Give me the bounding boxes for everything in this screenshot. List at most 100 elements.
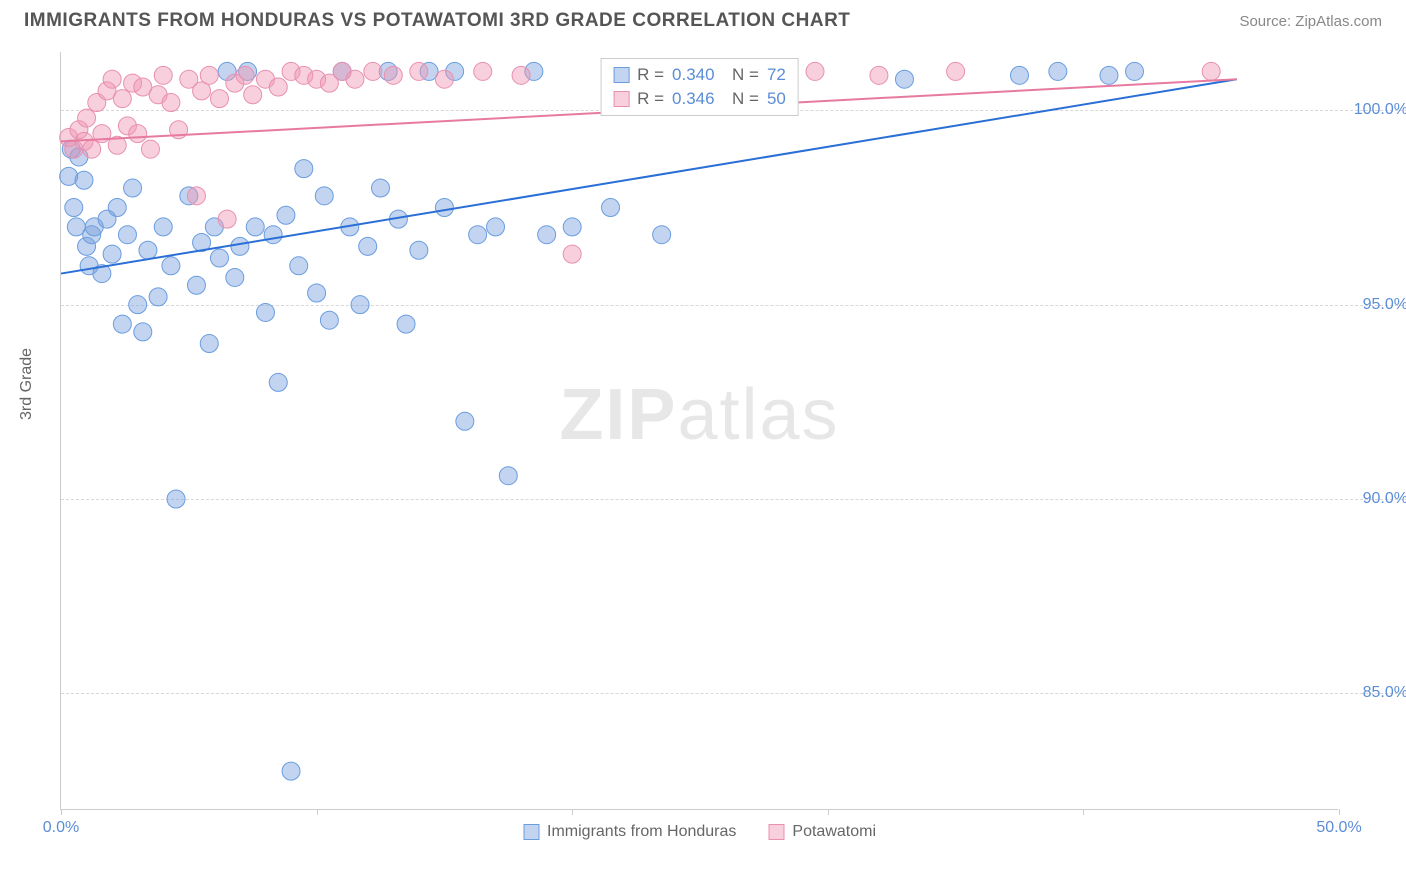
bottom-legend: Immigrants from Honduras Potawatomi bbox=[523, 823, 876, 841]
scatter-point bbox=[218, 210, 236, 228]
scatter-point bbox=[499, 467, 517, 485]
scatter-point bbox=[75, 171, 93, 189]
scatter-point bbox=[947, 62, 965, 80]
scatter-point bbox=[134, 323, 152, 341]
scatter-svg bbox=[61, 52, 1338, 809]
scatter-point bbox=[108, 198, 126, 216]
scatter-point bbox=[308, 284, 326, 302]
scatter-point bbox=[351, 296, 369, 314]
scatter-point bbox=[83, 140, 101, 158]
scatter-point bbox=[1049, 62, 1067, 80]
scatter-point bbox=[210, 90, 228, 108]
scatter-point bbox=[806, 62, 824, 80]
stats-swatch-0 bbox=[613, 67, 629, 83]
scatter-point bbox=[264, 226, 282, 244]
y-axis-label: 3rd Grade bbox=[18, 348, 36, 420]
scatter-point bbox=[372, 179, 390, 197]
chart-source: Source: ZipAtlas.com bbox=[1239, 13, 1382, 30]
x-tick bbox=[1083, 809, 1084, 815]
scatter-point bbox=[162, 94, 180, 112]
scatter-point bbox=[187, 187, 205, 205]
x-tick bbox=[828, 809, 829, 815]
x-tick bbox=[1339, 809, 1340, 815]
scatter-point bbox=[226, 268, 244, 286]
scatter-point bbox=[870, 66, 888, 84]
scatter-point bbox=[167, 490, 185, 508]
stats-swatch-1 bbox=[613, 91, 629, 107]
scatter-point bbox=[200, 66, 218, 84]
legend-swatch-0 bbox=[523, 824, 539, 840]
scatter-point bbox=[118, 226, 136, 244]
scatter-point bbox=[246, 218, 264, 236]
scatter-point bbox=[149, 288, 167, 306]
y-tick-label: 90.0% bbox=[1363, 490, 1406, 508]
scatter-point bbox=[456, 412, 474, 430]
scatter-point bbox=[129, 296, 147, 314]
scatter-point bbox=[277, 206, 295, 224]
x-tick-label: 50.0% bbox=[1316, 819, 1361, 837]
stats-n-0: 72 bbox=[767, 65, 786, 85]
legend-swatch-1 bbox=[768, 824, 784, 840]
y-tick-label: 100.0% bbox=[1354, 101, 1406, 119]
scatter-point bbox=[113, 90, 131, 108]
scatter-point bbox=[364, 62, 382, 80]
x-tick bbox=[317, 809, 318, 815]
scatter-point bbox=[320, 311, 338, 329]
scatter-point bbox=[282, 762, 300, 780]
scatter-point bbox=[139, 241, 157, 259]
stats-row-1: R = 0.346 N = 50 bbox=[613, 87, 786, 111]
scatter-point bbox=[200, 335, 218, 353]
scatter-point bbox=[384, 66, 402, 84]
stats-r-1: 0.346 bbox=[672, 89, 715, 109]
scatter-point bbox=[538, 226, 556, 244]
scatter-point bbox=[487, 218, 505, 236]
scatter-point bbox=[78, 109, 96, 127]
scatter-point bbox=[563, 245, 581, 263]
scatter-point bbox=[653, 226, 671, 244]
x-tick bbox=[61, 809, 62, 815]
scatter-point bbox=[210, 249, 228, 267]
scatter-point bbox=[113, 315, 131, 333]
scatter-point bbox=[269, 78, 287, 96]
scatter-point bbox=[187, 276, 205, 294]
scatter-point bbox=[141, 140, 159, 158]
scatter-point bbox=[65, 198, 83, 216]
scatter-point bbox=[290, 257, 308, 275]
scatter-point bbox=[124, 179, 142, 197]
legend-item-1: Potawatomi bbox=[768, 823, 876, 841]
scatter-point bbox=[435, 70, 453, 88]
y-tick-label: 85.0% bbox=[1363, 684, 1406, 702]
chart-header: IMMIGRANTS FROM HONDURAS VS POTAWATOMI 3… bbox=[0, 0, 1406, 36]
scatter-point bbox=[129, 125, 147, 143]
legend-label-0: Immigrants from Honduras bbox=[547, 823, 736, 841]
scatter-point bbox=[103, 245, 121, 263]
plot-area: ZIPatlas 85.0%90.0%95.0%100.0% 0.0%50.0%… bbox=[60, 52, 1338, 810]
scatter-point bbox=[295, 160, 313, 178]
stats-row-0: R = 0.340 N = 72 bbox=[613, 63, 786, 87]
scatter-point bbox=[563, 218, 581, 236]
scatter-point bbox=[315, 187, 333, 205]
scatter-point bbox=[231, 237, 249, 255]
scatter-point bbox=[154, 218, 172, 236]
scatter-point bbox=[410, 62, 428, 80]
legend-item-0: Immigrants from Honduras bbox=[523, 823, 736, 841]
scatter-point bbox=[269, 373, 287, 391]
scatter-point bbox=[397, 315, 415, 333]
legend-label-1: Potawatomi bbox=[792, 823, 876, 841]
scatter-point bbox=[410, 241, 428, 259]
scatter-point bbox=[1126, 62, 1144, 80]
y-tick-label: 95.0% bbox=[1363, 296, 1406, 314]
scatter-point bbox=[103, 70, 121, 88]
scatter-point bbox=[1011, 66, 1029, 84]
scatter-point bbox=[359, 237, 377, 255]
scatter-point bbox=[1100, 66, 1118, 84]
scatter-point bbox=[895, 70, 913, 88]
stats-n-1: 50 bbox=[767, 89, 786, 109]
scatter-point bbox=[236, 66, 254, 84]
chart-title: IMMIGRANTS FROM HONDURAS VS POTAWATOMI 3… bbox=[24, 10, 850, 32]
scatter-point bbox=[469, 226, 487, 244]
scatter-point bbox=[602, 198, 620, 216]
scatter-point bbox=[346, 70, 364, 88]
scatter-point bbox=[244, 86, 262, 104]
scatter-point bbox=[162, 257, 180, 275]
